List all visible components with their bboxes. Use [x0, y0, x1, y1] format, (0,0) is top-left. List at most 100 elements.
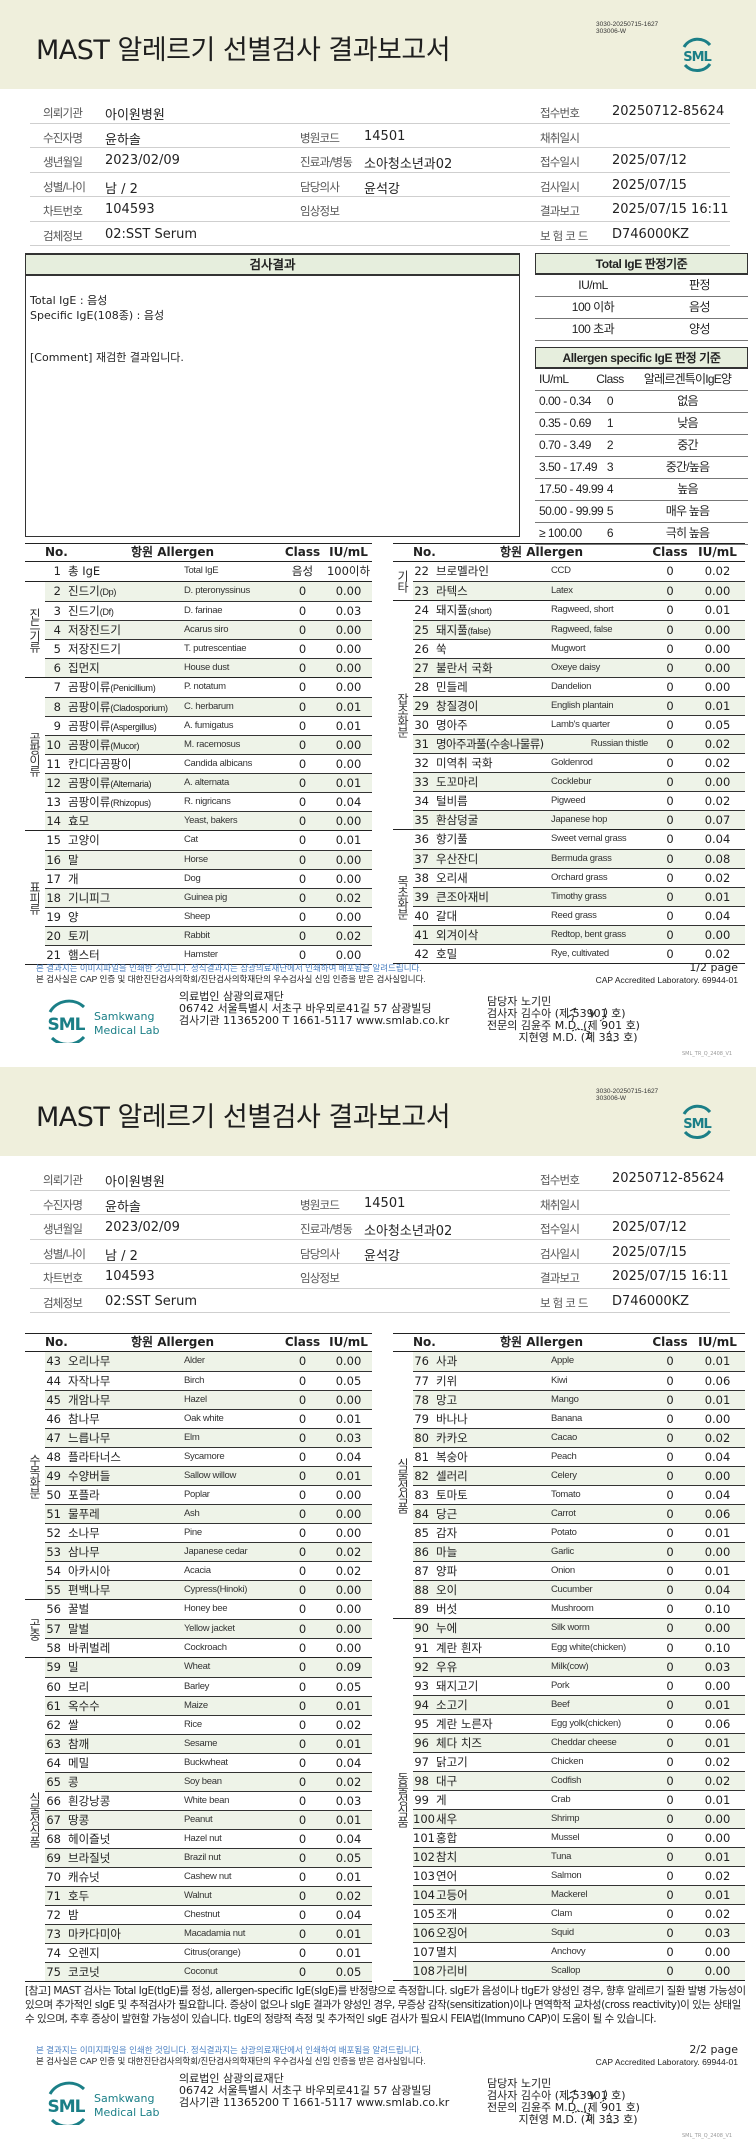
allergen-iu-value: 0.00	[335, 584, 362, 598]
allergen-class: 0	[298, 795, 307, 809]
organization-info: 의료법인 삼광의료재단 06742 서울특별시 서초구 바우뫼로41길 57 삼광…	[179, 991, 449, 1027]
criteria-range: 3.50 - 17.49	[539, 460, 598, 474]
allergen-name-en: M. racemosus	[184, 739, 241, 750]
allergen-name: 곰팡이류	[68, 680, 111, 694]
doc-code-line: 3030-20250715-1627	[596, 21, 659, 28]
allergen-name-ko: 바퀴벌레	[65, 1639, 184, 1657]
criteria-header-row: IU/mL 판정	[535, 275, 748, 297]
allergen-no: 49	[46, 1469, 61, 1483]
info-value: 2025/07/15 16:11	[612, 1269, 729, 1284]
info-label: 결과보고	[540, 1271, 580, 1285]
allergen-name-ko: 멸치	[433, 1943, 551, 1961]
info-value: 2023/02/09	[105, 1220, 180, 1235]
allergen-name: 돼지고기	[436, 1679, 479, 1693]
allergen-iu-value: 0.03	[335, 1794, 362, 1808]
allergen-name-en: Cocklebur	[551, 776, 592, 787]
allergen-name-en: Honey bee	[184, 1603, 228, 1614]
allergen-name-en: Rice	[184, 1719, 202, 1730]
allergen-no: 37	[414, 852, 429, 866]
criteria-level: 없음	[677, 394, 698, 408]
table-row: 36 향기풀 Sweet vernal grass 0 0.04	[413, 830, 745, 849]
allergen-class: 0	[298, 1946, 307, 1960]
form-code: SML_TR_Q_2408_V1	[682, 1051, 733, 1057]
info-label: 진료과/병동	[300, 155, 353, 169]
allergen-name-en: Chicken	[551, 1756, 584, 1767]
org-line: 06742 서울특별시 서초구 바우뫼로41길 57 삼광빌딩	[179, 1002, 432, 1015]
allergen-name: 창질경이	[436, 699, 479, 713]
allergen-no: 22	[414, 564, 429, 578]
allergen-no: 96	[414, 1736, 429, 1750]
doc-code-line: 3030-20250715-1627	[596, 1088, 659, 1095]
document-code: 3030-20250715-1627 303006-W	[596, 21, 658, 35]
criteria-level: 중간/높음	[665, 460, 710, 474]
allergen-class: 0	[666, 871, 674, 885]
allergen-name: 곰팡이류	[68, 738, 111, 752]
allergen-name: 우산잔디	[436, 852, 479, 866]
allergen-name-en: D. pteronyssinus	[184, 585, 250, 596]
allergen-no: 2	[53, 584, 61, 598]
allergen-class: 0	[666, 1850, 674, 1864]
allergen-name: 닭고기	[436, 1755, 468, 1769]
allergen-iu-value: 0.01	[704, 699, 731, 713]
group-rows: 1 총 IgE Total IgE 음성 100이하	[45, 562, 372, 581]
table-row: 72 밤 Chestnut 0 0.04	[45, 1905, 372, 1924]
info-row: 차트번호 104593 임상정보 결과보고 2025/07/15 16:11	[30, 197, 730, 222]
allergen-class: 0	[666, 1431, 674, 1445]
table-row: 75 코코넛 Coconut 0 0.05	[45, 1962, 372, 1981]
allergen-name-ko: 브라질넛	[65, 1849, 184, 1867]
allergen-name-ko: 라텍스	[433, 582, 551, 600]
allergen-no: 89	[414, 1602, 429, 1616]
allergen-name: 감자	[436, 1526, 458, 1540]
allergen-name-ko: 밤	[65, 1906, 184, 1924]
allergen-name-ko: 참깨	[65, 1735, 184, 1753]
allergen-name-ko: 개암나무	[65, 1391, 184, 1409]
allergen-class: 0	[298, 891, 307, 905]
allergen-name-en: Hamster	[184, 949, 218, 960]
allergen-name-ko: 사과	[433, 1352, 551, 1371]
allergen-name: 느릅나무	[68, 1431, 111, 1445]
info-value: 남 / 2	[105, 181, 138, 197]
allergen-class: 0	[666, 947, 674, 961]
info-row: 검체정보 02:SST Serum 보 험 코 드 D746000KZ	[30, 1289, 730, 1313]
allergen-name-en: Yellow jacket	[184, 1623, 235, 1634]
allergen-iu-value: 0.02	[704, 871, 731, 885]
allergen-name-en: Macadamia nut	[184, 1928, 246, 1939]
info-value: 2023/02/09	[105, 153, 180, 168]
allergen-name-ko: 호두	[65, 1887, 184, 1905]
allergen-name-ko: 양파	[433, 1562, 551, 1580]
allergen-name-ko: 메밀	[65, 1754, 184, 1772]
allergen-iu-value: 0.04	[704, 1450, 731, 1464]
allergen-name-en: Sycamore	[184, 1451, 225, 1462]
allergen-name-ko: 호밀	[433, 945, 551, 963]
allergen-name: 바나나	[436, 1412, 468, 1426]
table-row: 79 바나나 Banana 0 0.00	[413, 1409, 745, 1428]
allergen-name-ko: 개	[65, 870, 184, 888]
allergen-name: 명아주	[436, 718, 468, 732]
allergen-iu-value: 0.03	[704, 1660, 731, 1674]
allergen-name-en: CCD	[551, 565, 571, 576]
table-row: 78 망고 Mango 0 0.01	[413, 1390, 745, 1409]
allergen-name-ko: 우산잔디	[433, 850, 551, 868]
table-row: 63 참깨 Sesame 0 0.01	[45, 1734, 372, 1753]
allergen-class: 0	[298, 1775, 307, 1789]
allergen-name: 양파	[436, 1564, 458, 1578]
allergen-name-detail: (Alternaria)	[110, 779, 152, 789]
table-row: 18 기니피그 Guinea pig 0 0.02	[45, 888, 372, 907]
signature-icon	[567, 1007, 617, 1042]
allergen-name-en: Scallop	[551, 1965, 581, 1976]
allergen-name-ko: 저장진드기	[65, 621, 184, 639]
table-row: 77 키위 Kiwi 0 0.06	[413, 1371, 745, 1390]
allergen-class: 0	[298, 1412, 307, 1426]
allergen-name-en: Oxeye daisy	[551, 662, 600, 673]
allergen-class: 0	[298, 1832, 307, 1846]
allergen-name-ko: 오리나무	[65, 1352, 184, 1371]
signer-line: 검사자 김수아 (제 53901 호)	[487, 1007, 626, 1020]
allergen-iu-value: 0.04	[335, 1908, 362, 1922]
allergen-name-ko: 민들레	[433, 678, 551, 696]
allergen-no: 50	[46, 1488, 61, 1502]
allergen-class: 0	[298, 1699, 307, 1713]
allergen-name-ko: 곰팡이류(Mucor)	[65, 736, 184, 755]
table-row: 23 라텍스 Latex 0 0.00	[413, 581, 745, 600]
criteria-class: 2	[606, 438, 614, 452]
allergen-name-en: Russian thistle	[590, 738, 649, 749]
